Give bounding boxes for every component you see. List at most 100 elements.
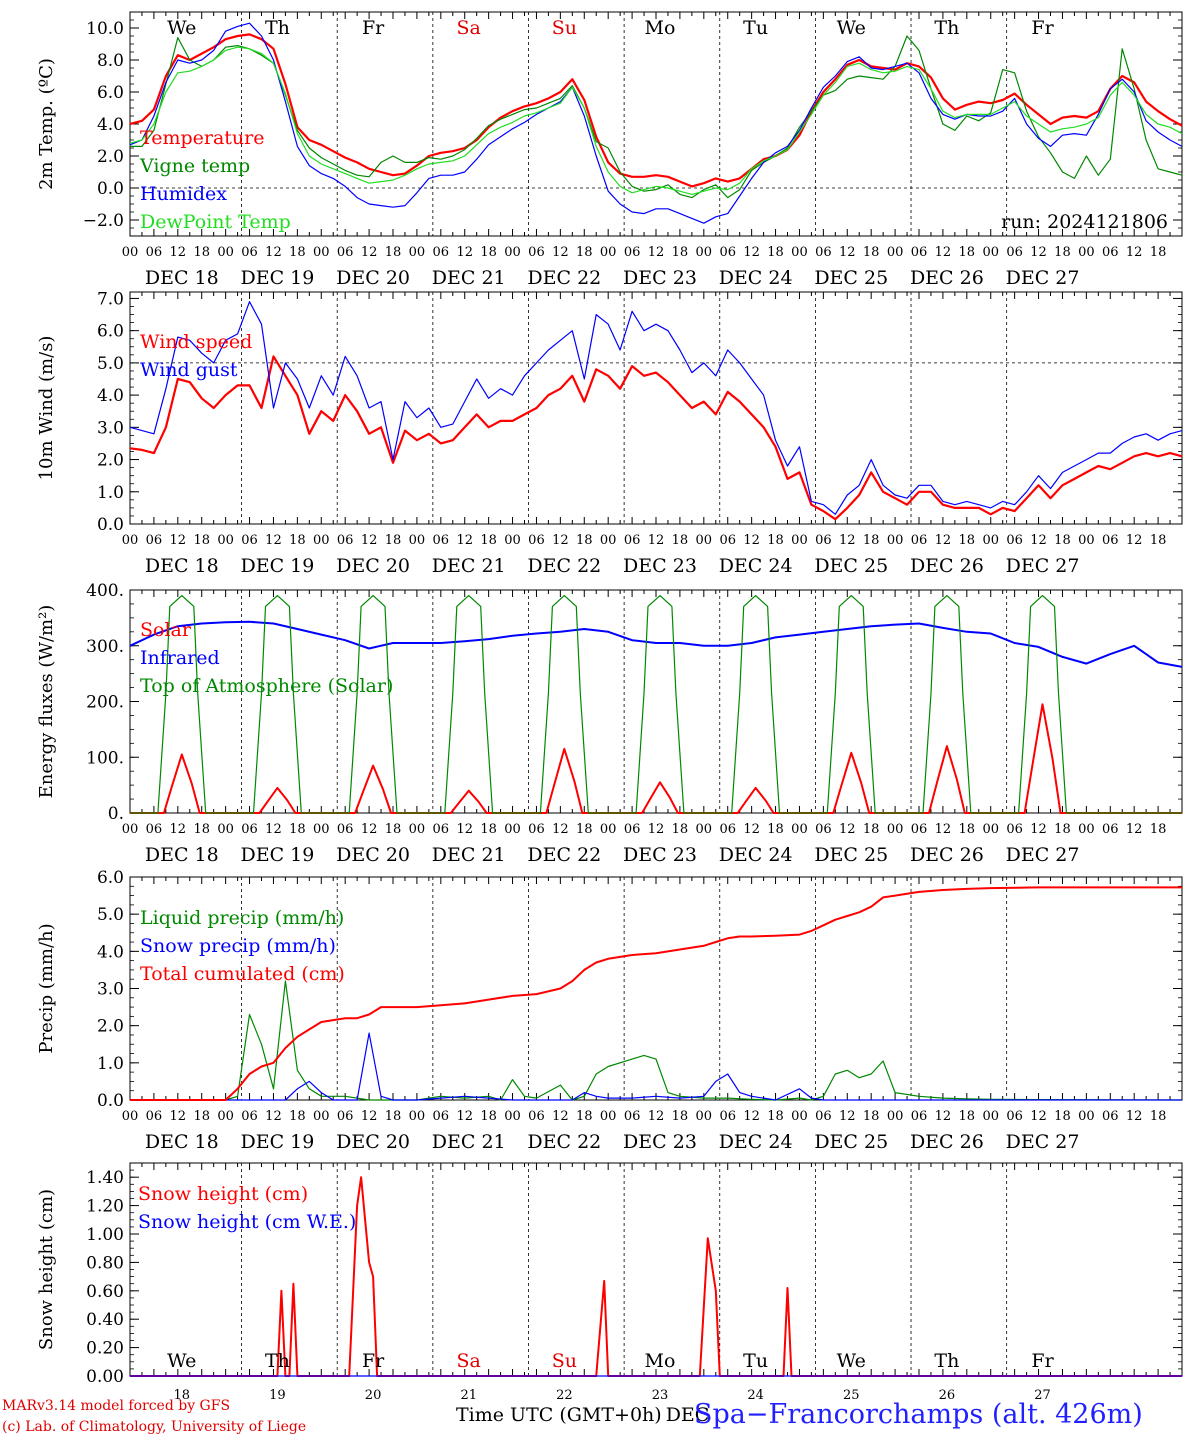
hour-tick-label: 00 [791, 822, 808, 837]
hour-tick-label: 06 [146, 245, 163, 260]
y-tick-label: 2.0 [97, 147, 124, 167]
hour-tick-label: 06 [433, 1109, 450, 1124]
hour-tick-label: 18 [959, 533, 976, 548]
date-label: DEC 18 [145, 555, 219, 577]
weekday-label-bottom: We [837, 1350, 866, 1372]
legend-entry: Infrared [140, 647, 220, 669]
hour-tick-label: 00 [600, 822, 617, 837]
hour-tick-label: 12 [839, 1109, 856, 1124]
y-axis-label: Energy fluxes (W/m²) [36, 605, 57, 799]
hour-tick-label: 18 [959, 245, 976, 260]
hour-tick-label: 18 [767, 1109, 784, 1124]
hour-tick-label: 12 [1030, 822, 1047, 837]
date-label: DEC 24 [719, 844, 793, 866]
y-tick-label: 0.00 [86, 1367, 124, 1387]
legend-entry: Liquid precip (mm/h) [140, 907, 344, 929]
legend-entry: Temperature [140, 127, 264, 149]
hour-tick-label: 06 [911, 245, 928, 260]
y-tick-label: 400. [86, 581, 124, 601]
hour-tick-label: 12 [265, 1109, 282, 1124]
hour-tick-label: 06 [433, 822, 450, 837]
weekday-label-bottom: Fr [1031, 1350, 1054, 1372]
hour-tick-label: 12 [170, 245, 187, 260]
hour-tick-label: 18 [289, 822, 306, 837]
hour-tick-label: 18 [576, 533, 593, 548]
hour-tick-label: 18 [672, 245, 689, 260]
hour-tick-label: 00 [887, 533, 904, 548]
hour-tick-label: 06 [1006, 533, 1023, 548]
date-label: DEC 26 [910, 844, 984, 866]
hour-tick-label: 00 [696, 245, 713, 260]
legend-entry: DewPoint Temp [140, 211, 291, 233]
date-label: DEC 19 [241, 844, 315, 866]
model-credit: MARv3.14 model forced by GFS [2, 1398, 231, 1414]
hour-tick-label: 06 [337, 1109, 354, 1124]
hour-tick-label: 00 [313, 822, 330, 837]
hour-tick-label: 06 [911, 533, 928, 548]
date-label: DEC 25 [814, 555, 888, 577]
run-label: run: 2024121806 [1001, 211, 1168, 233]
hour-tick-label: 00 [600, 533, 617, 548]
date-label: DEC 25 [814, 844, 888, 866]
hour-tick-label: 06 [146, 533, 163, 548]
hour-tick-label: 12 [265, 533, 282, 548]
weekday-label: Mo [645, 17, 676, 39]
hour-tick-label: 18 [1054, 822, 1071, 837]
hour-tick-label: 12 [1126, 533, 1143, 548]
hour-tick-label: 18 [576, 822, 593, 837]
hour-tick-label: 06 [528, 533, 545, 548]
series-dewpoint-temp [129, 46, 1183, 195]
weekday-label: Tu [743, 17, 768, 39]
hour-tick-label: 06 [815, 533, 832, 548]
hour-tick-label: 06 [815, 245, 832, 260]
hour-tick-label: 18 [959, 822, 976, 837]
date-label: DEC 18 [145, 1131, 219, 1153]
series-infrared [129, 620, 1183, 668]
hour-tick-label: 18 [672, 1109, 689, 1124]
month-label: DEC [665, 1404, 710, 1426]
hour-tick-label: 06 [624, 1109, 641, 1124]
panel-3: 0. 100. 200. 300. 400. Energy fluxes (W/m²) 00… [36, 581, 1183, 866]
weekday-label-bottom: Mo [645, 1350, 676, 1372]
y-tick-label: 100. [86, 748, 124, 768]
date-label: DEC 22 [527, 1131, 601, 1153]
date-label: DEC 26 [910, 555, 984, 577]
hour-tick-label: 12 [743, 822, 760, 837]
y-tick-label: 6.0 [97, 322, 124, 342]
series-wind-gust [129, 301, 1183, 515]
weekday-label: We [837, 17, 866, 39]
y-tick-label: 6.0 [97, 868, 124, 888]
hour-tick-label: 06 [337, 533, 354, 548]
y-tick-label: 7.0 [97, 289, 124, 309]
hour-tick-label: 00 [504, 245, 521, 260]
hour-tick-label: 06 [528, 822, 545, 837]
hour-tick-label: 12 [170, 822, 187, 837]
hour-tick-label: 12 [552, 1109, 569, 1124]
date-label: DEC 26 [910, 1131, 984, 1153]
date-label: DEC 19 [241, 267, 315, 289]
weekday-label-bottom: Fr [362, 1350, 385, 1372]
hour-tick-label: 06 [815, 1109, 832, 1124]
date-label: DEC 27 [1006, 555, 1080, 577]
weekday-label: We [167, 17, 196, 39]
hour-tick-label: 00 [600, 1109, 617, 1124]
hour-tick-label: 00 [696, 533, 713, 548]
hour-tick-label: 00 [1078, 1109, 1095, 1124]
hour-tick-label: 00 [696, 822, 713, 837]
hour-tick-label: 00 [1078, 822, 1095, 837]
hour-tick-label: 12 [839, 245, 856, 260]
hour-tick-label: 00 [887, 822, 904, 837]
day-number-label: 20 [365, 1388, 382, 1403]
hour-tick-label: 06 [719, 533, 736, 548]
y-tick-label: 1.20 [86, 1197, 124, 1217]
hour-tick-label: 12 [648, 1109, 665, 1124]
legend-entry: Snow precip (mm/h) [140, 935, 336, 957]
date-label: DEC 20 [336, 555, 410, 577]
weekday-label-bottom: Tu [743, 1350, 768, 1372]
hour-tick-label: 06 [1102, 245, 1119, 260]
hour-tick-label: 00 [409, 533, 426, 548]
date-label: DEC 22 [527, 844, 601, 866]
series-wind-speed [129, 355, 1183, 521]
y-tick-label: 0.0 [97, 179, 124, 199]
hour-tick-label: 12 [743, 533, 760, 548]
